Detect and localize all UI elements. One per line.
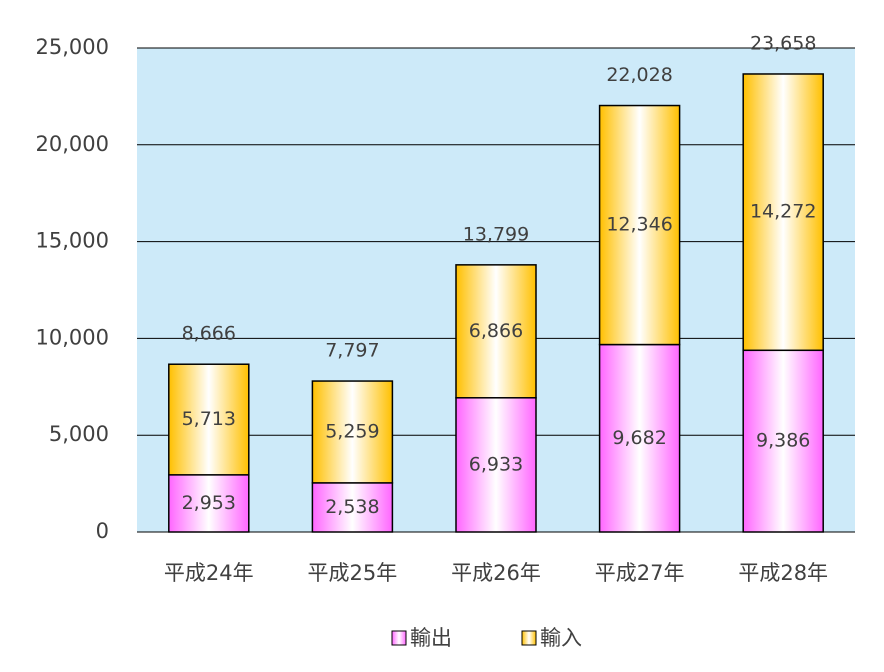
y-tick-label: 0 (96, 519, 109, 543)
bar-segment (598, 104, 681, 346)
data-label: 2,538 (325, 496, 379, 518)
data-label: 12,346 (606, 214, 672, 236)
x-tick-label: 平成27年 (595, 561, 685, 585)
x-tick-label: 平成28年 (738, 561, 828, 585)
y-tick-label: 25,000 (36, 35, 109, 59)
bar-segment (168, 363, 250, 476)
bar-segment (742, 349, 824, 533)
total-label: 8,666 (182, 323, 236, 345)
x-tick-label: 平成24年 (164, 561, 254, 585)
legend-label: 輸出 (410, 626, 452, 650)
x-tick-label: 平成25年 (308, 561, 398, 585)
y-tick-label: 20,000 (36, 132, 109, 156)
bar-segment (311, 380, 394, 484)
y-tick-label: 10,000 (36, 325, 109, 349)
total-label: 13,799 (463, 223, 529, 245)
data-label: 14,272 (750, 201, 816, 223)
data-label: 6,866 (469, 320, 523, 342)
data-label: 6,933 (469, 453, 523, 475)
data-label: 5,259 (325, 420, 379, 442)
legend-swatch (521, 630, 537, 646)
x-tick-label: 平成26年 (451, 561, 541, 585)
bar-segment (742, 73, 824, 352)
total-label: 23,658 (750, 32, 816, 54)
total-label: 22,028 (606, 64, 672, 86)
legend-label: 輸入 (540, 626, 582, 650)
y-tick-label: 5,000 (49, 422, 109, 446)
data-label: 9,682 (612, 427, 666, 449)
total-label: 7,797 (325, 340, 379, 362)
data-label: 9,386 (756, 430, 810, 452)
data-label: 2,953 (182, 492, 236, 514)
y-tick-label: 15,000 (36, 229, 109, 253)
bar-segment (455, 264, 537, 399)
legend-swatch (391, 630, 407, 646)
data-label: 5,713 (182, 408, 236, 430)
